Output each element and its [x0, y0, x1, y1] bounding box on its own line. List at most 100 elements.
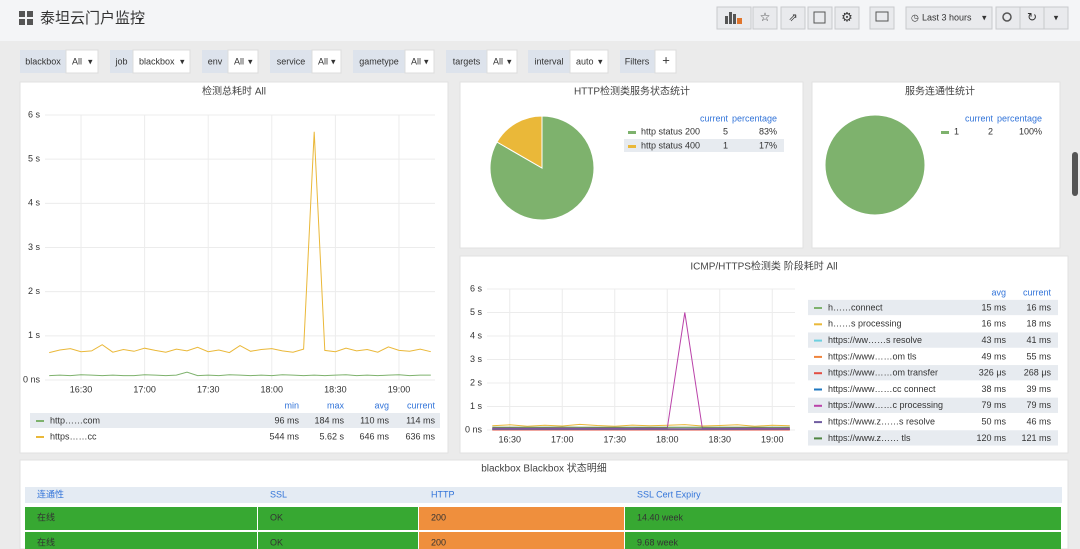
- table-cell: [625, 507, 1061, 530]
- legend-percentage: 83%: [759, 126, 777, 136]
- legend-name[interactable]: https://www……om transfer: [828, 368, 938, 378]
- refresh-interval[interactable]: [1043, 6, 1069, 30]
- legend-swatch[interactable]: [36, 436, 44, 438]
- legend-swatch[interactable]: [814, 421, 822, 424]
- save-icon: [813, 11, 826, 24]
- legend-header: max: [327, 400, 345, 410]
- variable-select[interactable]: [227, 49, 259, 74]
- variable-select[interactable]: [65, 49, 99, 74]
- legend-value: 184 ms: [314, 415, 344, 425]
- legend-swatch[interactable]: [628, 131, 636, 134]
- legend-name[interactable]: https://www……c processing: [828, 400, 943, 410]
- variable-value[interactable]: All: [234, 56, 244, 66]
- legend-name[interactable]: http status 200: [641, 126, 700, 136]
- legend-name[interactable]: https://www.z……s resolve: [828, 416, 935, 426]
- legend-header: percentage: [997, 113, 1042, 123]
- star-button[interactable]: [752, 6, 778, 30]
- table-header[interactable]: SSL Cert Expiry: [637, 489, 701, 499]
- caret: ▾: [248, 56, 253, 66]
- scrollbar[interactable]: [1072, 152, 1078, 196]
- caret: ▾: [1054, 12, 1059, 22]
- legend-swatch[interactable]: [814, 372, 822, 375]
- caret: ▾: [331, 56, 336, 66]
- tv-mode-button[interactable]: [869, 6, 895, 30]
- table-cell: [625, 532, 1061, 549]
- legend-value: 49 ms: [981, 351, 1006, 361]
- save-button[interactable]: [807, 6, 833, 30]
- legend-swatch[interactable]: [814, 404, 822, 407]
- legend-swatch[interactable]: [814, 323, 822, 326]
- zoom-out-button[interactable]: [995, 6, 1021, 30]
- caret: ▾: [180, 56, 185, 66]
- table-cell: [419, 507, 624, 530]
- legend-swatch[interactable]: [814, 388, 822, 391]
- panel: [19, 81, 449, 454]
- dashboard-title[interactable]: 泰坦云门户监控: [40, 10, 145, 27]
- variable-label: job: [114, 56, 127, 66]
- panel: [459, 81, 804, 249]
- time-range[interactable]: Last 3 hours: [922, 12, 972, 22]
- table-header[interactable]: 连通性: [37, 488, 64, 499]
- y-tick-label: 6 s: [28, 109, 41, 119]
- variable-select[interactable]: [311, 49, 342, 74]
- zoom-icon: [1002, 12, 1012, 22]
- table-header[interactable]: SSL: [270, 489, 287, 499]
- y-tick-label: 5 s: [470, 307, 483, 317]
- legend-header: current: [1023, 287, 1052, 297]
- refresh-icon: ↻: [1027, 10, 1037, 24]
- legend-value: 43 ms: [981, 335, 1006, 345]
- legend-name[interactable]: https://ww……s resolve: [828, 335, 922, 345]
- variable-select[interactable]: [404, 49, 435, 74]
- legend-value: 2: [988, 126, 993, 136]
- legend-name[interactable]: https://www……cc connect: [828, 384, 936, 394]
- series-line: [492, 423, 790, 427]
- legend-name[interactable]: 1: [954, 126, 959, 136]
- legend-swatch[interactable]: [814, 339, 822, 342]
- legend-name[interactable]: https……cc: [50, 431, 97, 441]
- legend-name[interactable]: http status 400: [641, 140, 700, 150]
- settings-button[interactable]: [834, 6, 860, 30]
- legend-swatch[interactable]: [36, 420, 44, 422]
- plus-icon[interactable]: +: [662, 52, 670, 67]
- series-line: [49, 371, 431, 377]
- variable-select[interactable]: [486, 49, 518, 74]
- legend-name[interactable]: h……s processing: [828, 319, 902, 329]
- share-button[interactable]: [780, 6, 806, 30]
- variable-value[interactable]: All: [72, 56, 82, 66]
- legend-name[interactable]: http……com: [50, 415, 100, 425]
- x-tick-label: 19:00: [388, 384, 411, 394]
- variable-value[interactable]: blackbox: [139, 56, 175, 66]
- legend-value: 39 ms: [1026, 384, 1051, 394]
- legend-name[interactable]: https://www.z…… tls: [828, 433, 911, 443]
- variable-value[interactable]: All: [493, 56, 503, 66]
- legend-value: 268 μs: [1024, 368, 1052, 378]
- legend-swatch[interactable]: [628, 145, 636, 148]
- panel: [459, 255, 1069, 454]
- dashboard-icon[interactable]: [19, 11, 33, 25]
- legend-swatch[interactable]: [814, 355, 822, 358]
- legend-row-bg: [808, 430, 1058, 446]
- x-tick-label: 16:30: [70, 384, 93, 394]
- table-cell: [419, 532, 624, 549]
- y-tick-label: 1 s: [28, 330, 41, 340]
- legend-swatch[interactable]: [941, 131, 949, 134]
- legend-swatch[interactable]: [814, 307, 822, 309]
- table-header[interactable]: HTTP: [431, 489, 455, 499]
- legend-swatch[interactable]: [814, 437, 822, 440]
- variable-label-box: [353, 50, 405, 73]
- settings-icon: ⚙: [841, 9, 853, 24]
- table-cell-text: 14.40 week: [637, 512, 684, 522]
- legend-name[interactable]: https://www……om tls: [828, 351, 917, 361]
- variable-select[interactable]: [569, 49, 609, 74]
- variable-select[interactable]: [132, 49, 191, 74]
- legend-header: avg: [374, 400, 389, 410]
- caret[interactable]: ▾: [138, 14, 143, 24]
- variable-value[interactable]: All: [318, 56, 328, 66]
- variable-value[interactable]: auto: [576, 56, 594, 66]
- time-picker[interactable]: [905, 6, 993, 30]
- y-tick-label: 1 s: [470, 401, 483, 411]
- legend-name[interactable]: h……connect: [828, 302, 883, 312]
- add-filter-button[interactable]: [654, 49, 677, 74]
- variable-value[interactable]: All: [411, 56, 421, 66]
- y-tick-label: 4 s: [470, 330, 483, 340]
